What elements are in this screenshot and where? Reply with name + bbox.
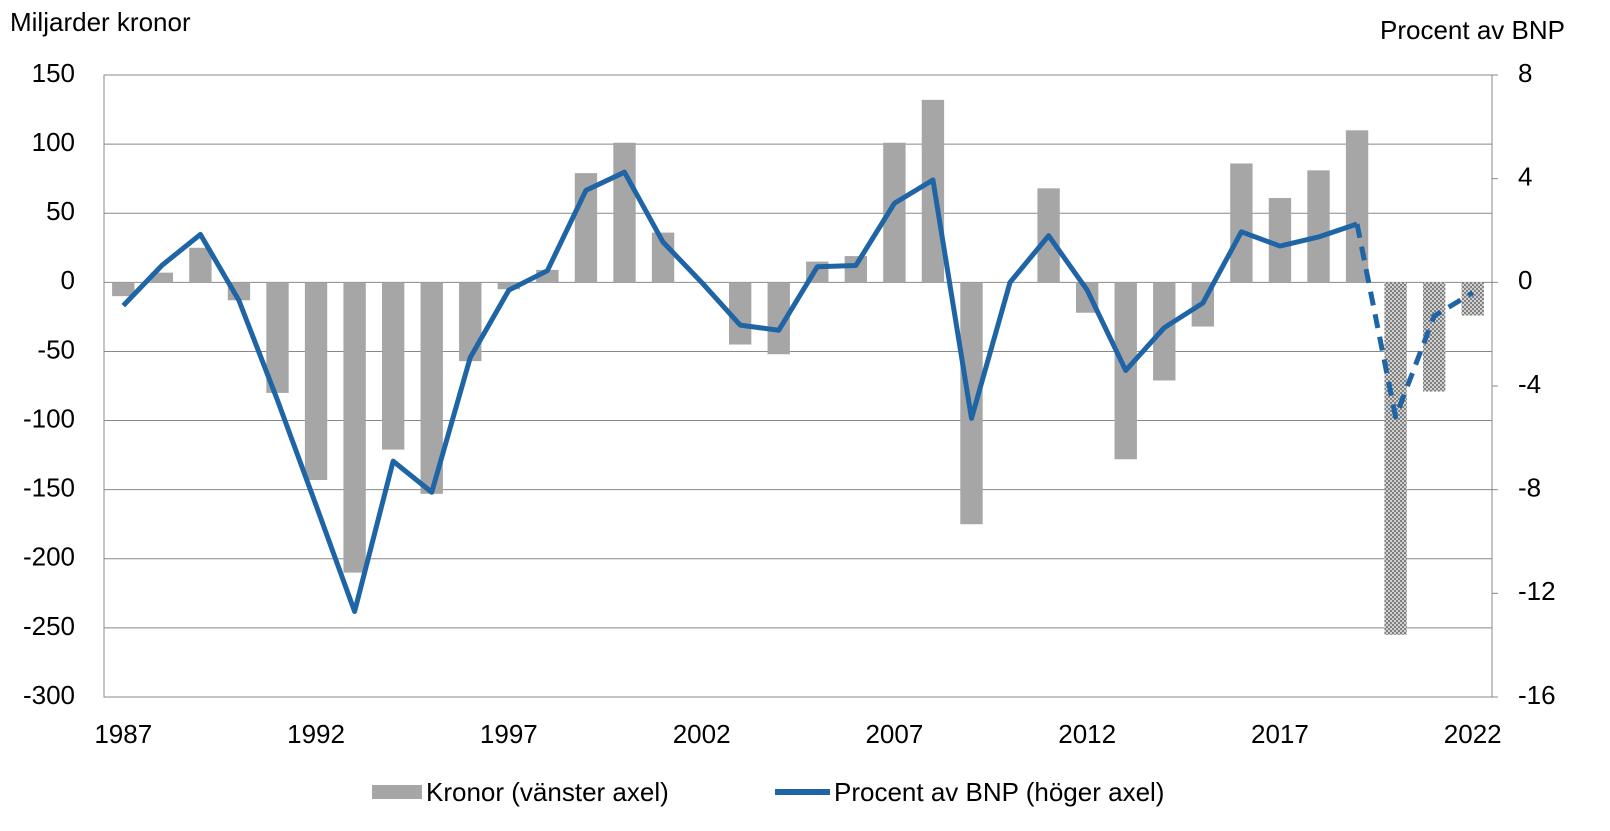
bar	[189, 247, 212, 283]
y-tick-label: -300	[23, 680, 75, 710]
y-tick-label: -100	[23, 403, 75, 433]
x-tick-label: 2007	[865, 719, 923, 749]
bar	[497, 282, 521, 290]
line-series-forecast	[1354, 223, 1475, 420]
bar	[767, 282, 790, 355]
y2-tick-label: -8	[1518, 473, 1541, 503]
plot-border	[103, 74, 1493, 698]
y2-tick-label: 8	[1518, 58, 1532, 88]
y2-tick-label: -16	[1518, 680, 1556, 710]
bar	[1268, 198, 1292, 283]
bar	[613, 142, 636, 283]
bar	[728, 282, 752, 345]
x-tick-label: 1997	[480, 719, 538, 749]
y-tick-label: 50	[46, 196, 75, 226]
legend-label: Kronor (vänster axel)	[426, 777, 669, 807]
x-tick-label: 2017	[1251, 719, 1309, 749]
line-series	[121, 169, 1358, 614]
y2-axis-title: Procent av BNP	[1380, 15, 1565, 45]
bar	[381, 282, 405, 450]
bar	[883, 142, 906, 283]
y2-tick-label: -12	[1518, 576, 1556, 606]
y2-tick-label: -4	[1518, 369, 1541, 399]
y2-tick-label: 4	[1518, 162, 1532, 192]
x-tick-label: 2022	[1444, 719, 1502, 749]
x-tick-label: 2012	[1058, 719, 1116, 749]
y-tick-label: -50	[37, 334, 75, 364]
bar	[1384, 282, 1407, 635]
legend-label: Procent av BNP (höger axel)	[834, 777, 1164, 807]
y-tick-label: -250	[23, 611, 75, 641]
y-tick-label: 100	[32, 127, 75, 157]
y-tick-label: -200	[23, 542, 75, 572]
bar	[1422, 282, 1446, 392]
y-tick-label: 150	[32, 58, 75, 88]
bar	[1461, 282, 1484, 316]
bar	[844, 256, 868, 283]
x-tick-label: 1987	[94, 719, 152, 749]
bar	[459, 282, 482, 362]
bar	[1230, 163, 1253, 283]
bar	[304, 282, 328, 480]
legend-swatch	[372, 785, 422, 799]
bar	[112, 282, 135, 297]
bar	[150, 272, 174, 283]
bar	[343, 282, 366, 573]
y-axis-title: Miljarder kronor	[10, 7, 191, 37]
bar	[1307, 170, 1330, 283]
y2-tick-label: 0	[1518, 265, 1532, 295]
bar	[1345, 130, 1369, 283]
bar	[420, 282, 443, 494]
y-tick-label: 0	[61, 265, 75, 295]
x-tick-label: 1992	[287, 719, 345, 749]
x-tick-label: 2002	[673, 719, 731, 749]
y-tick-label: -150	[23, 473, 75, 503]
bar	[266, 282, 289, 393]
